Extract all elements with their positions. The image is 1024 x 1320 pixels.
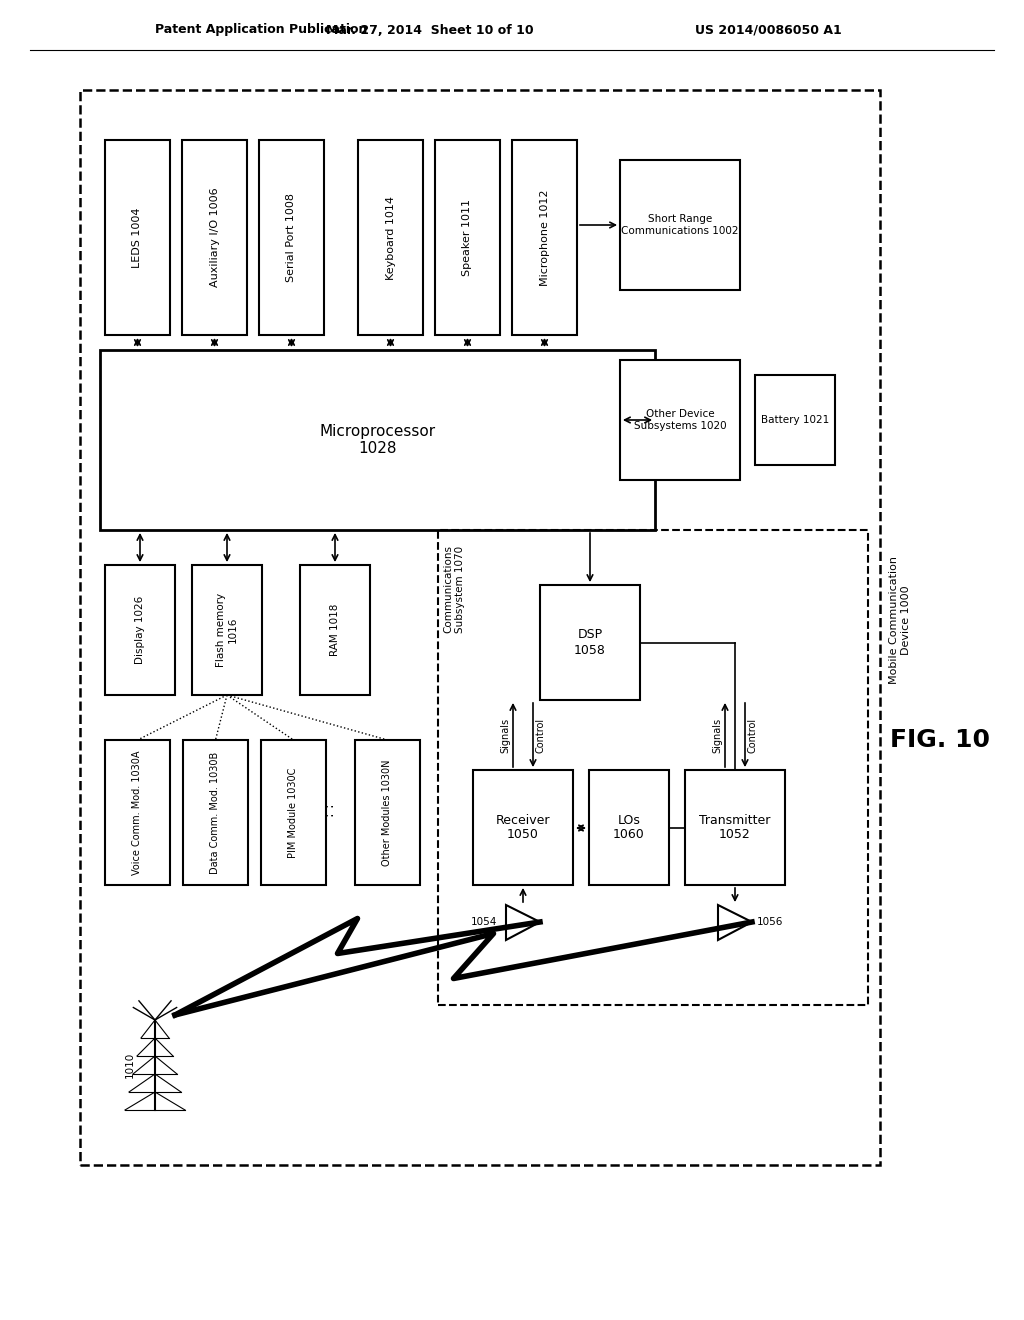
Bar bbox=[105, 741, 170, 884]
Text: PIM Module 1030C: PIM Module 1030C bbox=[289, 767, 299, 858]
Text: Data Comm. Mod. 1030B: Data Comm. Mod. 1030B bbox=[211, 751, 220, 874]
Text: Mar. 27, 2014  Sheet 10 of 10: Mar. 27, 2014 Sheet 10 of 10 bbox=[327, 24, 534, 37]
Bar bbox=[355, 741, 420, 884]
Bar bbox=[80, 90, 880, 1166]
Text: Mobile Communication
Device 1000: Mobile Communication Device 1000 bbox=[889, 556, 910, 684]
Bar bbox=[620, 160, 740, 290]
Bar bbox=[183, 741, 248, 884]
Text: Transmitter
1052: Transmitter 1052 bbox=[699, 813, 771, 842]
Text: 1056: 1056 bbox=[757, 917, 783, 927]
Text: Other Device
Subsystems 1020: Other Device Subsystems 1020 bbox=[634, 409, 726, 430]
Bar bbox=[685, 770, 785, 884]
Bar bbox=[589, 770, 669, 884]
Text: Signals: Signals bbox=[712, 718, 722, 752]
Text: Speaker 1011: Speaker 1011 bbox=[463, 199, 472, 276]
Text: Receiver
1050: Receiver 1050 bbox=[496, 813, 550, 842]
Text: 1054: 1054 bbox=[471, 917, 498, 927]
Text: Other Modules 1030N: Other Modules 1030N bbox=[383, 759, 392, 866]
Text: US 2014/0086050 A1: US 2014/0086050 A1 bbox=[695, 24, 842, 37]
Bar bbox=[105, 565, 175, 696]
Text: FIG. 10: FIG. 10 bbox=[890, 729, 990, 752]
Text: Control: Control bbox=[748, 718, 758, 752]
Bar bbox=[438, 531, 868, 1005]
Bar bbox=[755, 375, 835, 465]
Text: Display 1026: Display 1026 bbox=[135, 595, 145, 664]
Bar bbox=[259, 140, 324, 335]
Text: Microprocessor
1028: Microprocessor 1028 bbox=[319, 424, 435, 457]
Text: LOs
1060: LOs 1060 bbox=[613, 813, 645, 842]
Bar bbox=[182, 140, 247, 335]
Bar bbox=[300, 565, 370, 696]
Bar bbox=[512, 140, 577, 335]
Text: Microphone 1012: Microphone 1012 bbox=[540, 189, 550, 285]
Bar bbox=[435, 140, 500, 335]
Bar bbox=[620, 360, 740, 480]
Text: LEDS 1004: LEDS 1004 bbox=[132, 207, 142, 268]
Bar bbox=[193, 565, 262, 696]
Text: Communications
Subsystem 1070: Communications Subsystem 1070 bbox=[443, 545, 465, 634]
Text: Voice Comm. Mod. 1030A: Voice Comm. Mod. 1030A bbox=[132, 750, 142, 875]
Text: Short Range
Communications 1002: Short Range Communications 1002 bbox=[622, 214, 738, 236]
Bar bbox=[261, 741, 326, 884]
Text: Battery 1021: Battery 1021 bbox=[761, 414, 829, 425]
Text: Control: Control bbox=[536, 718, 546, 752]
Text: DSP
1058: DSP 1058 bbox=[574, 628, 606, 656]
Text: Signals: Signals bbox=[500, 718, 510, 752]
Bar bbox=[473, 770, 573, 884]
Text: RAM 1018: RAM 1018 bbox=[330, 603, 340, 656]
Bar bbox=[540, 585, 640, 700]
Bar bbox=[100, 350, 655, 531]
Bar bbox=[105, 140, 170, 335]
Text: : :: : : bbox=[323, 803, 337, 817]
Bar bbox=[358, 140, 423, 335]
Text: Auxiliary I/O 1006: Auxiliary I/O 1006 bbox=[210, 187, 219, 288]
Text: Keyboard 1014: Keyboard 1014 bbox=[385, 195, 395, 280]
Text: Patent Application Publication: Patent Application Publication bbox=[155, 24, 368, 37]
Text: Serial Port 1008: Serial Port 1008 bbox=[287, 193, 297, 282]
Text: Flash memory
1016: Flash memory 1016 bbox=[216, 593, 238, 667]
Text: 1010: 1010 bbox=[125, 1052, 135, 1078]
